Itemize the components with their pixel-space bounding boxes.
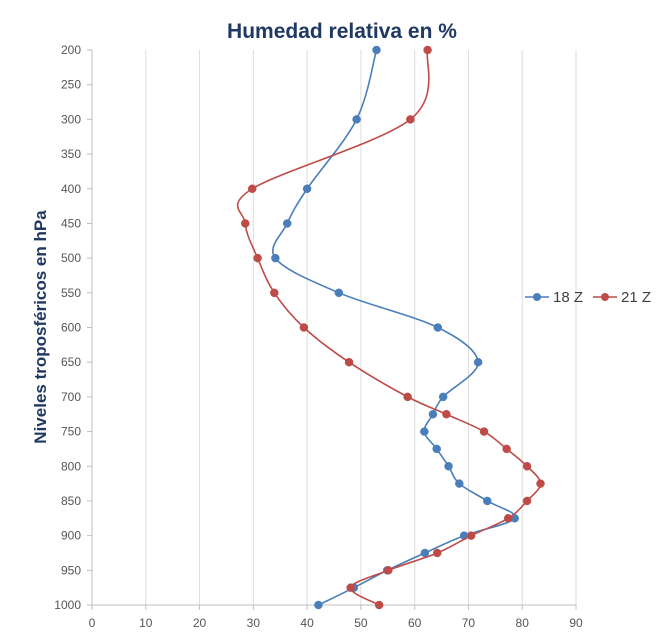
data-point-series-2 <box>442 409 451 419</box>
x-tick-label: 70 <box>462 616 476 630</box>
x-tick-label: 40 <box>300 616 314 630</box>
data-point-series-2 <box>253 253 262 263</box>
series-line-2 <box>236 49 542 606</box>
data-point-series-1 <box>372 45 381 55</box>
data-point-series-1 <box>352 115 361 124</box>
x-tick-label: 10 <box>139 616 153 630</box>
data-point-series-2 <box>479 427 489 436</box>
y-tick-label: 500 <box>61 251 81 265</box>
data-point-series-1 <box>302 184 312 193</box>
y-axis-label: Niveles troposféricos en hPa <box>31 210 50 444</box>
y-tick-label: 800 <box>61 459 81 473</box>
y-tick-label: 850 <box>61 494 81 508</box>
data-point-series-2 <box>522 462 532 471</box>
y-tick-label: 450 <box>61 216 81 230</box>
data-point-series-1 <box>334 288 344 298</box>
data-point-series-2 <box>522 496 532 506</box>
data-point-series-1 <box>455 479 464 488</box>
data-point-series-1 <box>438 392 448 402</box>
data-point-series-2 <box>403 392 412 402</box>
data-point-series-1 <box>483 496 492 506</box>
y-tick-label: 350 <box>61 147 81 161</box>
legend-swatch-marker <box>601 293 609 301</box>
data-point-series-2 <box>536 479 545 488</box>
y-tick-label: 550 <box>61 286 81 300</box>
data-point-series-1 <box>420 427 429 436</box>
x-tick-label: 80 <box>516 616 530 630</box>
data-point-series-2 <box>502 444 511 454</box>
data-point-series-2 <box>503 514 513 523</box>
data-point-series-2 <box>384 566 393 575</box>
y-tick-label: 600 <box>61 321 81 335</box>
data-point-series-1 <box>428 409 438 419</box>
x-tick-label: 50 <box>354 616 368 630</box>
y-tick-label: 650 <box>61 355 81 369</box>
y-tick-label: 300 <box>61 112 81 126</box>
data-point-series-2 <box>248 184 257 193</box>
x-tick-label: 60 <box>408 616 422 630</box>
plot-area: 2002503003504004505005506006507007508008… <box>54 43 651 630</box>
data-point-series-1 <box>271 253 280 263</box>
data-point-series-1 <box>433 323 443 332</box>
x-tick-label: 0 <box>89 616 96 630</box>
y-tick-label: 700 <box>61 390 81 404</box>
data-point-series-2 <box>406 115 415 124</box>
legend-label: 18 Z <box>553 289 583 306</box>
data-point-series-2 <box>374 600 384 610</box>
x-tick-label: 20 <box>193 616 207 630</box>
y-tick-label: 400 <box>61 182 81 196</box>
data-point-series-1 <box>282 219 292 228</box>
y-tick-label: 950 <box>61 563 81 577</box>
data-point-series-2 <box>423 45 432 55</box>
data-point-series-2 <box>241 219 250 228</box>
data-point-series-1 <box>473 357 483 367</box>
data-point-series-2 <box>433 548 442 558</box>
y-tick-label: 200 <box>61 43 81 57</box>
y-tick-label: 900 <box>61 529 81 543</box>
y-tick-label: 750 <box>61 425 81 439</box>
x-tick-label: 90 <box>569 616 583 630</box>
legend-label: 21 Z <box>621 289 651 306</box>
data-point-series-2 <box>466 531 476 540</box>
chart-title: Humedad relativa en % <box>227 20 457 43</box>
data-point-series-2 <box>346 583 355 592</box>
data-point-series-2 <box>344 357 354 367</box>
legend-swatch-marker <box>533 293 541 301</box>
data-point-series-1 <box>432 444 441 454</box>
x-tick-label: 30 <box>247 616 261 630</box>
y-tick-label: 250 <box>61 78 81 92</box>
y-tick-label: 1000 <box>54 598 81 612</box>
data-point-series-2 <box>299 323 309 332</box>
data-point-series-2 <box>270 288 279 298</box>
data-point-series-1 <box>444 462 453 471</box>
data-point-series-1 <box>314 600 323 610</box>
